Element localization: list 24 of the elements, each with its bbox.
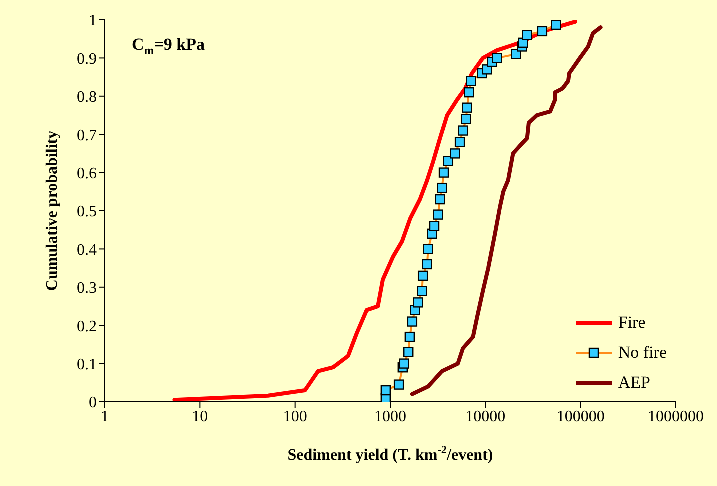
y-tick-label: 0.3 bbox=[77, 280, 97, 298]
x-tick-label: 1 bbox=[101, 408, 109, 426]
y-tick-label: 0.1 bbox=[77, 356, 97, 374]
x-tick-label: 10 bbox=[192, 408, 208, 426]
y-axis-title: Cumulative probability bbox=[44, 130, 61, 292]
y-tick-label: 0.8 bbox=[77, 89, 97, 106]
y-tick-label: 0.4 bbox=[77, 242, 97, 259]
y-tick-label: 0.6 bbox=[77, 165, 97, 182]
y-tick-label: 0 bbox=[89, 394, 97, 412]
x-tick-label: 1000 bbox=[374, 408, 406, 426]
legend-label: AEP bbox=[618, 373, 650, 393]
y-tick-label: 0.2 bbox=[77, 318, 97, 336]
x-tick-label: 100000 bbox=[556, 408, 605, 426]
y-tick-label: 0.5 bbox=[77, 204, 97, 221]
y-tick-label: 1 bbox=[89, 12, 97, 30]
x-tick-label: 1000000 bbox=[648, 408, 704, 426]
x-axis-title: Sediment yield (T. km$^{-2}$/event) bbox=[288, 444, 494, 464]
x-tick-label: 100 bbox=[283, 408, 308, 426]
annotation: C$_{m}$=9 kPa bbox=[132, 35, 206, 58]
legend-label: Fire bbox=[618, 313, 646, 333]
y-tick-label: 0.7 bbox=[77, 127, 97, 144]
y-tick-label: 0.9 bbox=[77, 50, 97, 68]
x-tick-label: 10000 bbox=[466, 408, 506, 426]
legend-label: No fire bbox=[618, 343, 667, 363]
